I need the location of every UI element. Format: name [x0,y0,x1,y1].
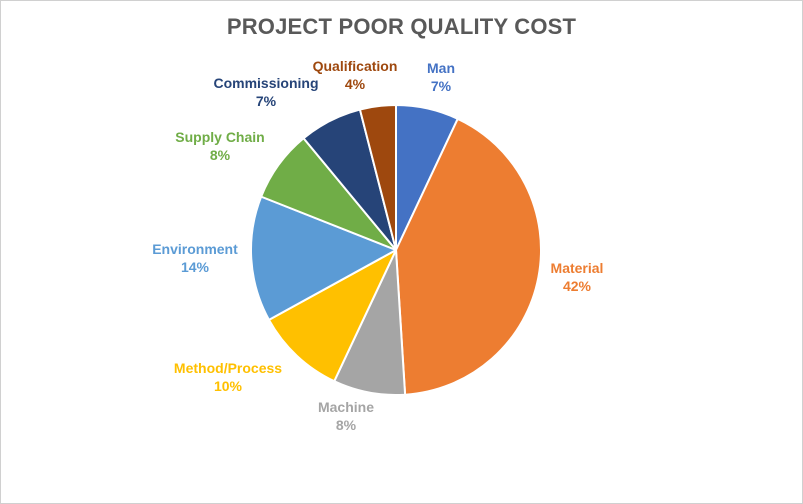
slice-percent-supply-chain: 8% [210,147,231,163]
slice-label-machine: Machine [318,399,374,415]
pie-slice-qualification [358,104,397,251]
pie-slice-material [395,117,542,396]
slice-percent-machine: 8% [336,417,357,433]
slice-label-man: Man [427,60,455,76]
slice-label-supply-chain: Supply Chain [175,129,264,145]
slice-label-environment: Environment [152,241,238,257]
slice-label-qualification: Qualification [313,58,398,74]
slice-percent-environment: 14% [181,259,210,275]
slice-label-commissioning: Commissioning [213,75,318,91]
pie-slice-method-process [267,249,397,383]
pie-slice-environment [250,195,397,321]
slice-percent-commissioning: 7% [256,93,277,109]
slice-label-material: Material [551,260,604,276]
slice-label-method-process: Method/Process [174,360,282,376]
slice-percent-qualification: 4% [345,76,366,92]
slice-percent-material: 42% [563,278,592,294]
slice-percent-man: 7% [431,78,452,94]
slice-percent-method-process: 10% [214,378,243,394]
chart-title: PROJECT POOR QUALITY COST [226,14,577,39]
